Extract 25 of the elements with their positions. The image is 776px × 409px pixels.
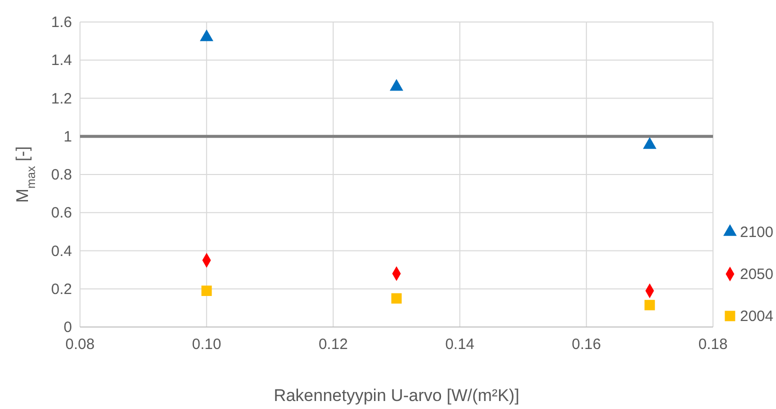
point	[391, 293, 402, 304]
y-tick-label: 1	[64, 128, 72, 146]
point	[200, 29, 214, 42]
x-axis-title: Rakennetyypin U-arvo [W/(m²K)]	[274, 386, 520, 405]
legend-label: 2004	[740, 308, 774, 325]
y-tick-label: 1.6	[51, 14, 72, 31]
x-tick-label: 0.12	[318, 336, 348, 353]
y-tick-label: 0.8	[51, 166, 72, 184]
y-tick-label: 1.2	[51, 90, 72, 108]
legend-label: 2100	[740, 224, 774, 241]
y-tick-label: 0	[64, 319, 72, 336]
point	[201, 286, 212, 296]
y-tick-label: 0.4	[51, 242, 72, 260]
y-tick-label: 1.4	[51, 52, 72, 70]
x-tick-label: 0.14	[445, 336, 474, 353]
y-tick-label: 0.6	[51, 204, 72, 222]
point	[644, 300, 655, 310]
x-tick-label: 0.18	[698, 336, 728, 353]
y-tick-label: 0.2	[51, 280, 72, 298]
x-tick-label: 0.10	[192, 336, 222, 353]
point	[642, 137, 656, 149]
point	[390, 79, 404, 91]
legend-label: 2050	[740, 266, 774, 283]
x-tick-label: 0.16	[572, 336, 601, 353]
x-tick-label: 0.08	[65, 336, 95, 353]
